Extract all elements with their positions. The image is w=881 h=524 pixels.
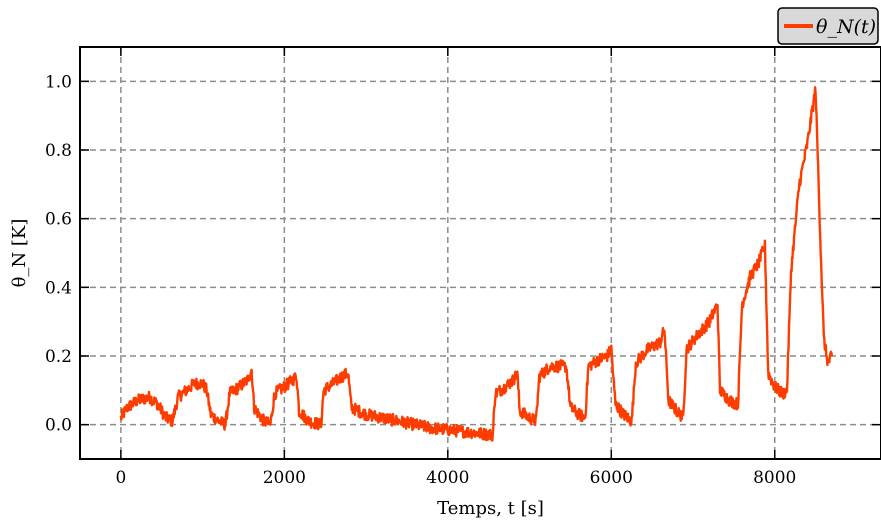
y-tick-labels: 0.0 0.2 0.4 0.6 0.8 1.0: [45, 72, 72, 435]
plot-frame: [79, 46, 881, 460]
y-tick-label: 0.0: [45, 416, 72, 436]
legend: θ_N(t): [777, 7, 879, 45]
y-tick-label: 0.2: [45, 347, 72, 367]
ticks: [80, 47, 881, 459]
x-tick-label: 6000: [590, 468, 633, 488]
x-tick-label: 8000: [753, 468, 796, 488]
y-axis-label: θ_N [K]: [9, 219, 30, 288]
legend-entry-theta-n: θ_N(t): [816, 16, 876, 38]
y-tick-label: 0.4: [45, 278, 72, 298]
y-tick-label: 1.0: [45, 72, 72, 92]
series-line-theta-n: [119, 86, 834, 442]
x-tick-label: 0: [115, 468, 126, 488]
series-layer: [119, 86, 834, 442]
x-tick-label: 4000: [426, 468, 469, 488]
x-axis-label: Temps, t [s]: [437, 498, 544, 519]
legend-box: [777, 7, 879, 45]
y-tick-label: 0.8: [45, 141, 72, 161]
y-tick-label: 0.6: [45, 210, 72, 230]
x-tick-labels: 0 2000 4000 6000 8000: [115, 468, 796, 488]
x-tick-label: 2000: [263, 468, 306, 488]
